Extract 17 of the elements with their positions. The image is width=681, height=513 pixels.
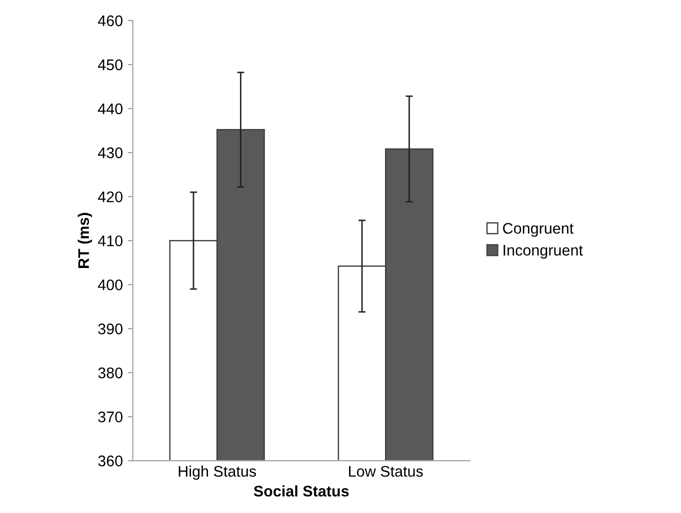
legend-label: Congruent bbox=[503, 222, 574, 237]
y-axis-title: RT (ms) bbox=[78, 212, 92, 268]
y-tick-label: 410 bbox=[98, 235, 122, 246]
legend-label: Incongruent bbox=[504, 244, 583, 259]
y-tick-label: 420 bbox=[98, 191, 122, 202]
y-tick-label: 450 bbox=[98, 59, 122, 70]
y-tick-label: 440 bbox=[98, 103, 122, 114]
y-tick-label: 360 bbox=[98, 456, 122, 466]
y-tick-label: 370 bbox=[98, 412, 122, 422]
x-axis-title: Social Status bbox=[254, 485, 349, 497]
y-tick-label: 390 bbox=[98, 323, 122, 334]
y-tick-label: 380 bbox=[98, 368, 122, 378]
x-tick-label: High Status bbox=[178, 466, 256, 480]
x-tick-label: Low Status bbox=[349, 466, 423, 477]
y-tick-label: 460 bbox=[98, 15, 122, 26]
y-tick-label: 430 bbox=[98, 147, 122, 158]
y-tick-label: 400 bbox=[98, 279, 122, 290]
